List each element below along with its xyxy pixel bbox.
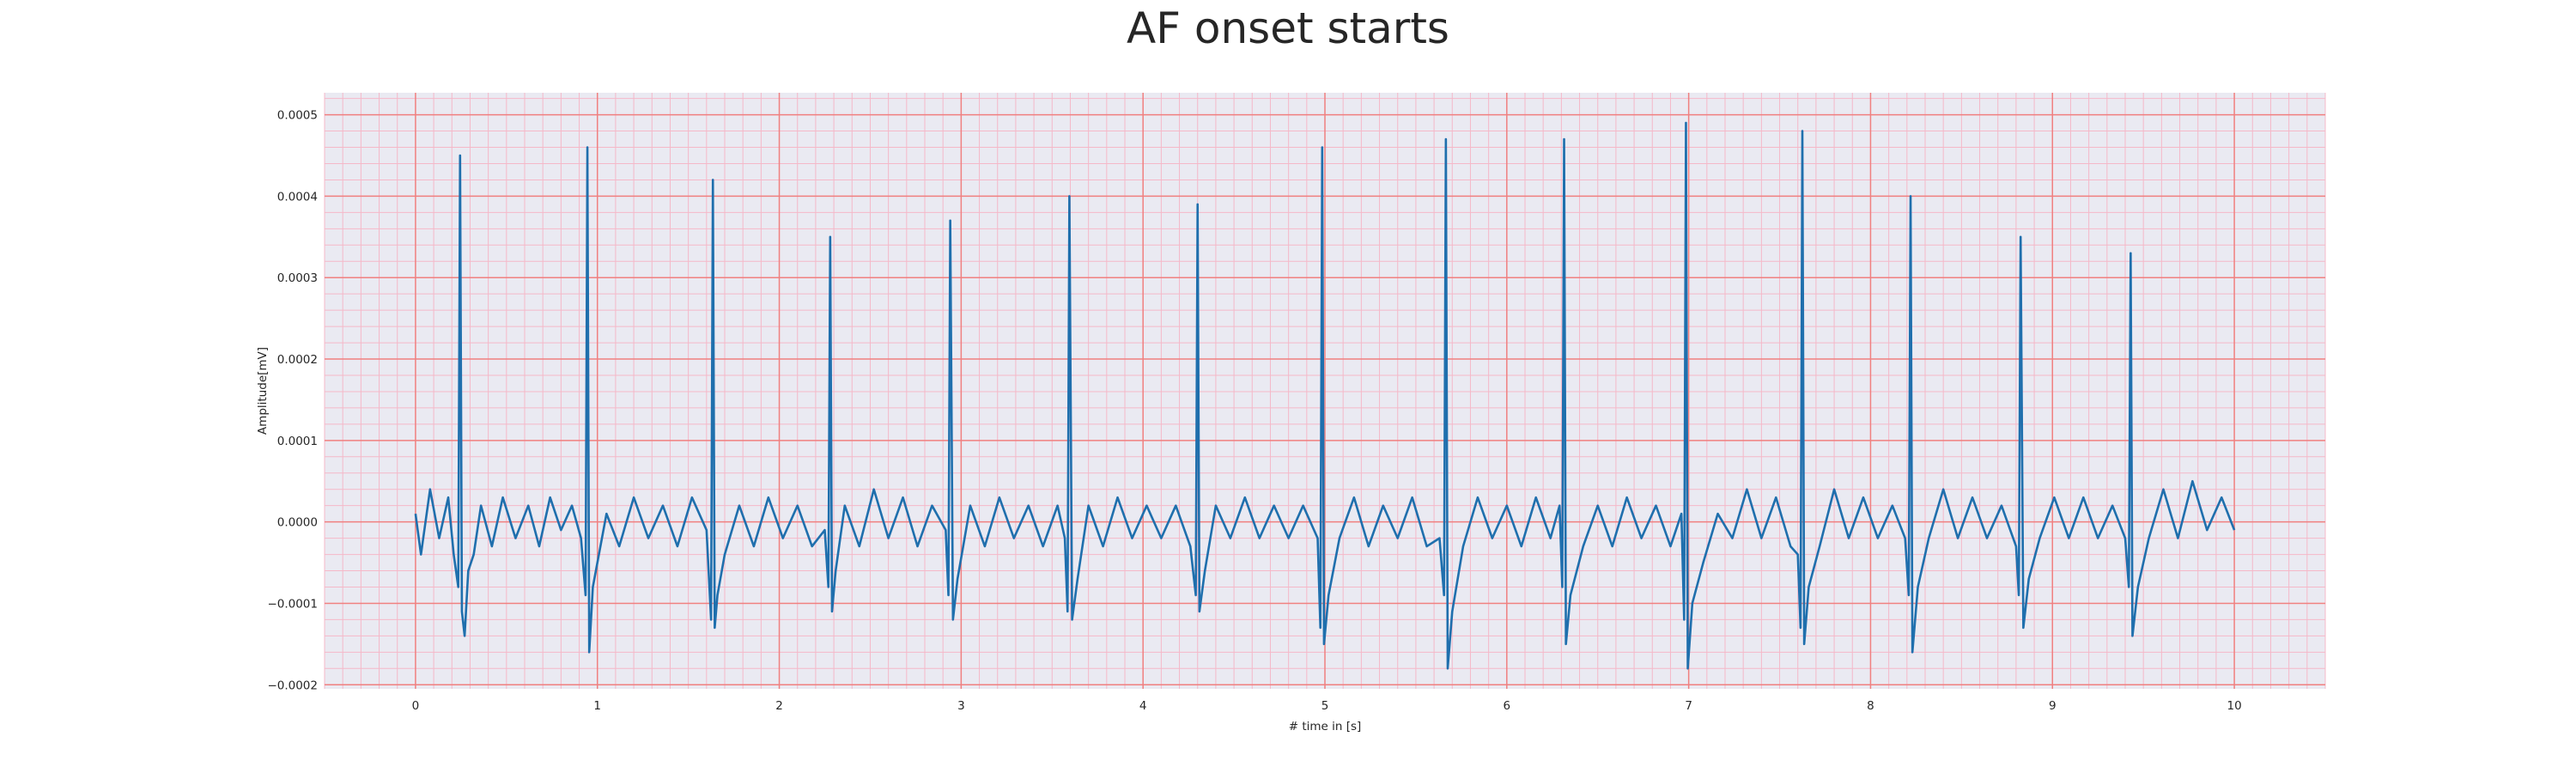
y-tick-label: 0.0000 xyxy=(277,516,318,530)
chart-title: AF onset starts xyxy=(1127,3,1449,53)
x-tick-label: 2 xyxy=(775,699,783,713)
y-tick-label: 0.0004 xyxy=(277,190,318,204)
y-tick-label: 0.0002 xyxy=(277,353,318,367)
x-tick-label: 8 xyxy=(1867,699,1874,713)
x-tick-label: 10 xyxy=(2227,699,2241,713)
x-tick-label: 1 xyxy=(593,699,601,713)
y-tick-label: −0.0001 xyxy=(267,597,318,611)
x-tick-label: 5 xyxy=(1321,699,1329,713)
y-tick-label: −0.0002 xyxy=(267,679,318,692)
y-tick-labels: −0.0002 −0.0001 0.0000 0.0001 0.0002 0.0003 0.… xyxy=(267,109,318,693)
ecg-series-line xyxy=(414,121,2236,670)
y-tick-label: 0.0005 xyxy=(277,109,318,123)
x-tick-label: 3 xyxy=(957,699,965,713)
x-tick-label: 6 xyxy=(1504,699,1511,713)
y-tick-label: 0.0001 xyxy=(277,435,318,448)
major-grid xyxy=(325,93,2325,689)
x-tick-label: 0 xyxy=(412,699,420,713)
x-tick-labels: 0 1 2 3 4 5 6 7 8 9 10 xyxy=(412,699,2242,713)
x-tick-label: 9 xyxy=(2049,699,2057,713)
x-tick-label: 4 xyxy=(1139,699,1147,713)
y-tick-label: 0.0003 xyxy=(277,271,318,285)
x-tick-label: 7 xyxy=(1685,699,1692,713)
y-axis-label: Amplitude[mV] xyxy=(256,347,270,435)
x-axis-label: # time in [s] xyxy=(1289,720,1362,733)
